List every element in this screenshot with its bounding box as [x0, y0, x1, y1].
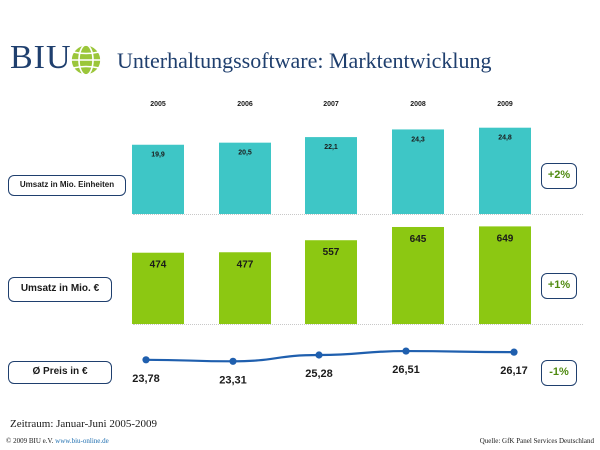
price-row-label: Ø Preis in € [8, 361, 112, 384]
revenue-bar-2005 [132, 252, 184, 324]
website-link[interactable]: www.biu-online.de [55, 437, 109, 445]
price-value-label-2007: 25,28 [305, 368, 333, 380]
units-change-badge: +2% [541, 163, 577, 189]
units-value-label-2009: 24,8 [498, 135, 512, 142]
page-title: Unterhaltungssoftware: Marktentwicklung [117, 48, 492, 73]
units-value-label-2005: 19,9 [151, 152, 165, 159]
revenue-change-badge: +1% [541, 273, 577, 299]
units-value-label-2007: 22,1 [324, 144, 338, 151]
footer-source: Quelle: GfK Panel Services Deutschland [479, 437, 594, 445]
price-value-label-2005: 23,78 [132, 373, 160, 385]
row-divider [133, 324, 583, 325]
price-value-label-2009: 26,17 [500, 365, 528, 377]
period-note: Zeitraum: Januar-Juni 2005-2009 [10, 418, 158, 430]
units-bar-2005 [132, 144, 184, 214]
price-value-label-2008: 26,51 [392, 364, 420, 376]
revenue-value-label-2005: 474 [150, 260, 167, 271]
revenue-value-label-2006: 477 [237, 259, 254, 270]
revenue-value-label-2007: 557 [323, 247, 340, 258]
globe-logo-icon [70, 44, 102, 76]
footer-copyright: © 2009 BIU e.V. www.biu-online.de [6, 437, 109, 445]
price-point-2007 [315, 351, 323, 359]
units-bar-2007 [305, 137, 357, 214]
price-point-2009 [510, 348, 518, 356]
year-label-2008: 2008 [410, 101, 426, 108]
row-divider [133, 214, 583, 215]
units-bar-2009 [479, 127, 531, 214]
revenue-bar-2008 [392, 226, 444, 324]
price-value-label-2006: 23,31 [219, 374, 247, 386]
logo-text: BIU [10, 39, 72, 76]
units-value-label-2006: 20,5 [238, 150, 252, 157]
copyright-text: © 2009 BIU e.V. [6, 437, 54, 445]
revenue-bar-2009 [479, 226, 531, 324]
price-point-2008 [402, 347, 410, 355]
year-label-2009: 2009 [497, 101, 513, 108]
revenue-bar-2007 [305, 240, 357, 324]
year-label-2005: 2005 [150, 101, 166, 108]
revenue-bar-2006 [219, 252, 271, 324]
units-bar-2006 [219, 142, 271, 214]
revenue-row-label: Umsatz in Mio. € [8, 277, 112, 302]
year-label-2007: 2007 [323, 101, 339, 108]
units-value-label-2008: 24,3 [411, 136, 425, 143]
units-row-label: Umsatz in Mio. Einheiten [8, 175, 126, 196]
price-change-badge: -1% [541, 360, 577, 386]
revenue-value-label-2008: 645 [410, 234, 427, 245]
price-point-2006 [229, 357, 237, 365]
revenue-value-label-2009: 649 [497, 233, 514, 244]
units-bar-2008 [392, 129, 444, 214]
year-label-2006: 2006 [237, 101, 253, 108]
price-point-2005 [142, 356, 150, 364]
price-line [145, 349, 515, 363]
